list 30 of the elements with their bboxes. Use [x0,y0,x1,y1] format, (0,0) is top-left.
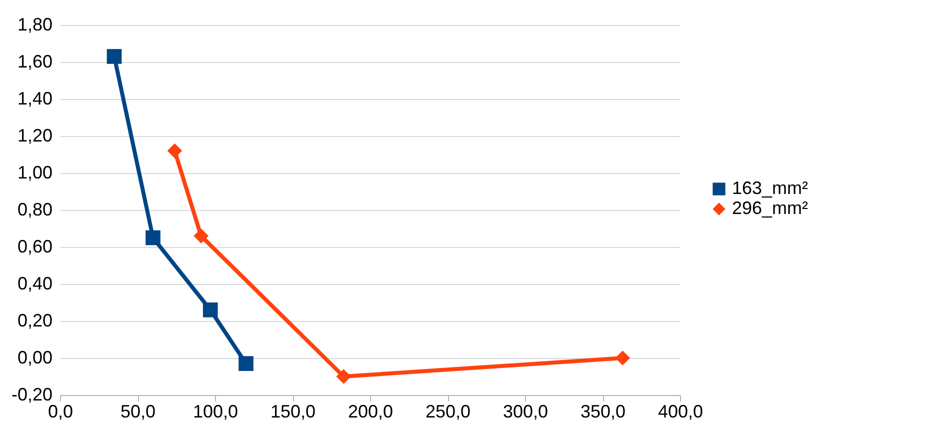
point [202,302,218,318]
x-tick-label: 350,0 [580,402,626,422]
x-tick-label: 0,0 [48,402,74,422]
point [615,350,630,366]
x-tick-label: 250,0 [425,402,471,422]
x-tick-label: 400,0 [658,402,704,422]
y-tick-label: -0,20 [11,384,52,404]
y-tick-label: 1,40 [17,88,52,108]
point [336,369,352,384]
point [146,230,160,246]
legend-label: 163_mm² [732,178,808,198]
point [194,228,208,244]
y-tick-label: 1,80 [17,14,52,34]
y-tick-label: 0,80 [17,200,52,220]
x-tick-label: 50,0 [120,402,156,422]
point [238,356,254,371]
legend-label: 296_mm² [732,198,808,218]
y-tick-label: 1,20 [17,126,52,146]
y-tick-label: 0,20 [17,310,52,330]
x-tick-label: 200,0 [348,402,394,422]
y-tick-label: 1,00 [17,162,52,182]
y-tick-label: 0,00 [17,348,52,368]
x-tick-label: 150,0 [270,402,316,422]
x-tick-label: 300,0 [502,402,548,422]
point [106,49,122,64]
point [167,143,182,158]
y-tick-label: 1,60 [17,52,52,72]
x-tick-label: 100,0 [192,402,238,422]
y-tick-label: 0,60 [17,236,52,256]
y-tick-label: 0,40 [17,274,52,294]
